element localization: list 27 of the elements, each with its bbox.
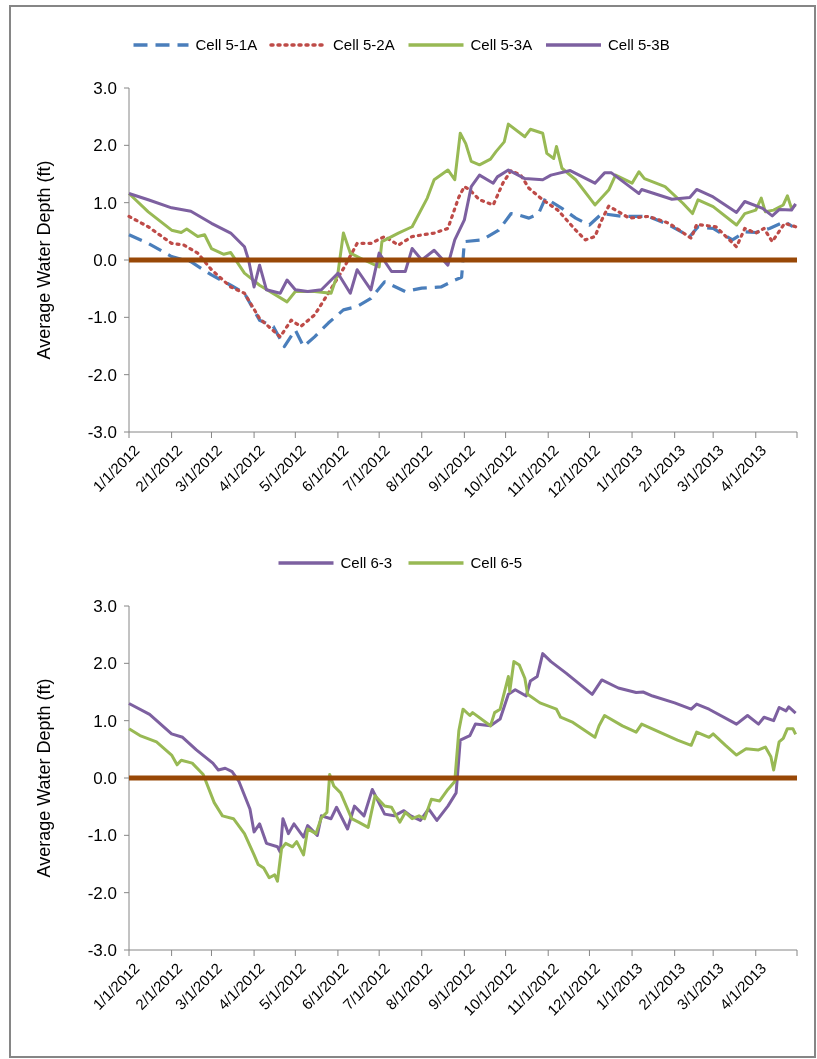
legend-label: Cell 6-5 [470,554,523,572]
y-tick-label: 2.0 [93,654,117,674]
line-series [127,660,798,883]
legend-label: Cell 5-1A [195,36,258,54]
y-tick-label: -2.0 [87,365,117,385]
y-tick-label: -2.0 [87,883,117,903]
legend-label: Cell 5-3A [470,36,533,54]
line-series [127,168,798,295]
legend-label: Cell 5-3B [608,36,670,54]
line-series [127,652,798,854]
line-series [127,196,795,349]
y-axis-title: Average Water Depth (ft) [34,678,54,878]
y-axis-title: Average Water Depth (ft) [34,160,54,360]
y-tick-label: 3.0 [93,596,117,616]
legend-label: Cell 6-3 [340,554,393,572]
y-tick-label: 1.0 [93,193,117,213]
line-series [127,168,798,339]
y-tick-label: 3.0 [93,78,117,98]
y-tick-label: -1.0 [87,826,117,846]
y-tick-label: 2.0 [93,136,117,156]
y-tick-label: 0.0 [93,768,117,788]
y-tick-label: 1.0 [93,711,117,731]
y-tick-label: -3.0 [87,940,117,960]
y-tick-label: -3.0 [87,422,117,442]
y-tick-label: 0.0 [93,250,117,270]
y-tick-label: -1.0 [87,308,117,328]
legend-label: Cell 5-2A [333,36,395,54]
